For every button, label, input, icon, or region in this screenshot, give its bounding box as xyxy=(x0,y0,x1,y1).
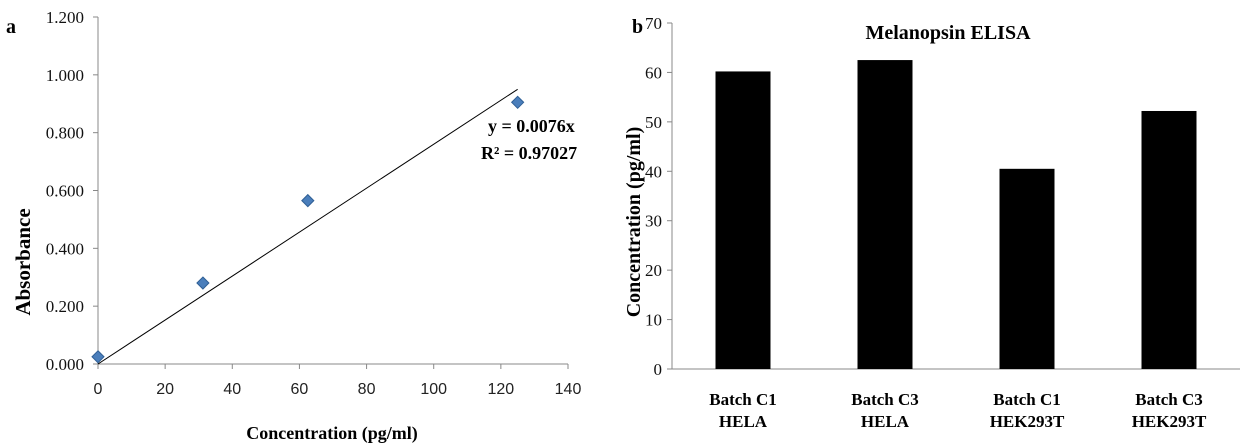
y-tick-label: 40 xyxy=(645,162,662,181)
y-tick-label: 0 xyxy=(654,360,663,379)
x-tick-label: 80 xyxy=(358,381,376,398)
category-label-line: HELA xyxy=(861,412,910,431)
bar xyxy=(857,60,913,369)
bars xyxy=(715,60,1197,370)
chart-title-b: Melanopsin ELISA xyxy=(865,22,1031,44)
panel-label-b: b xyxy=(632,16,643,38)
data-points xyxy=(91,95,525,364)
x-tick-labels-a: 0 20 40 60 80 100 120 140 xyxy=(94,381,582,398)
y-tick-label: 0.400 xyxy=(46,239,84,258)
y-tick-label: 60 xyxy=(645,63,662,82)
panel-label-a: a xyxy=(6,16,16,38)
category-label-line: Batch C3 xyxy=(851,390,919,409)
y-tick-label: 0.000 xyxy=(46,355,84,374)
y-tick-marks-b xyxy=(667,22,672,370)
data-point xyxy=(301,193,315,208)
category-label: Batch C1 HELA xyxy=(709,390,777,431)
data-point xyxy=(196,276,210,290)
y-tick-marks-a xyxy=(93,16,98,365)
trendline xyxy=(97,88,518,365)
bar xyxy=(999,168,1055,369)
x-tick-label: 0 xyxy=(94,381,103,398)
data-point xyxy=(91,350,105,364)
bar xyxy=(1141,110,1197,370)
y-tick-label: 20 xyxy=(645,261,662,280)
y-tick-label: 70 xyxy=(645,14,662,33)
category-label-line: Batch C1 xyxy=(993,390,1061,409)
x-tick-label: 100 xyxy=(420,381,447,398)
y-tick-labels-a: 0.000 0.200 0.400 0.600 0.800 1.000 1.200 xyxy=(46,8,84,374)
scatter-panel: a 0.000 0.200 0.400 0.600 0.800 1.000 1.200 0 2… xyxy=(6,8,581,444)
data-point xyxy=(510,95,525,110)
x-tick-label: 60 xyxy=(291,381,309,398)
category-label: Batch C3 HEK293T xyxy=(1132,390,1207,431)
x-axis-title-a: Concentration (pg/ml) xyxy=(246,423,417,444)
y-tick-label: 30 xyxy=(645,212,662,231)
y-tick-label: 0.800 xyxy=(46,124,84,143)
y-tick-label: 50 xyxy=(645,113,662,132)
category-label-line: HELA xyxy=(719,412,768,431)
y-tick-label: 0.200 xyxy=(46,297,84,316)
y-tick-label: 0.600 xyxy=(46,182,84,201)
category-label: Batch C3 HELA xyxy=(851,390,919,431)
y-axis-title-b: Concentration (pg/ml) xyxy=(623,127,645,318)
y-tick-label: 1.000 xyxy=(46,66,84,85)
y-tick-labels-b: 0 10 20 30 40 50 60 70 xyxy=(645,14,662,379)
y-tick-label: 10 xyxy=(645,311,662,330)
bar-panel: b Melanopsin ELISA 0 10 20 30 40 50 60 70 Batch… xyxy=(623,14,1240,431)
equation-label: y = 0.0076x xyxy=(488,116,575,136)
r-squared-label: R² = 0.97027 xyxy=(481,143,577,163)
x-tick-label: 140 xyxy=(555,381,582,398)
x-tick-label: 120 xyxy=(488,381,515,398)
y-tick-label: 1.200 xyxy=(46,8,84,27)
category-label-line: HEK293T xyxy=(990,412,1065,431)
x-tick-label: 20 xyxy=(156,381,174,398)
y-axis-title-a: Absorbance xyxy=(11,208,35,315)
bar xyxy=(715,71,771,369)
category-label-line: Batch C3 xyxy=(1135,390,1203,409)
category-label: Batch C1 HEK293T xyxy=(990,390,1065,431)
x-tick-marks-a xyxy=(97,364,569,369)
category-label-line: HEK293T xyxy=(1132,412,1207,431)
category-label-line: Batch C1 xyxy=(709,390,777,409)
x-tick-label: 40 xyxy=(223,381,241,398)
